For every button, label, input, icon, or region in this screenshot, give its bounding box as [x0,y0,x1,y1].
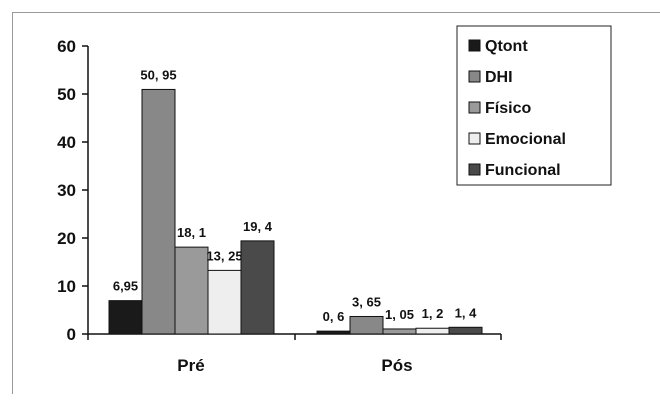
legend-swatch-emocional [468,132,481,145]
data-label: 6,95 [113,279,138,294]
bar-qtont-0 [108,300,143,335]
legend-swatch-funcional [468,163,481,176]
legend-swatch-dhi [468,70,481,83]
legend-label-dhi: DHI [485,69,513,86]
legend-label-físico: Físico [485,100,531,117]
y-tick-label: 0 [67,325,76,344]
bar-físico-1 [382,328,417,335]
data-label: 3, 65 [352,294,381,309]
y-tick-label: 40 [57,133,76,152]
bar-funcional-1 [448,326,483,335]
data-label: 1, 4 [455,305,477,320]
data-label: 19, 4 [243,219,273,234]
data-label: 0, 6 [323,309,345,324]
y-tick-label: 20 [57,229,76,248]
y-tick-label: 10 [57,277,76,296]
legend-label-emocional: Emocional [485,131,566,148]
x-category-label: Pré [177,356,204,375]
bar-funcional-0 [240,240,275,335]
legend-swatch-físico [468,101,481,114]
chart-frame: 0 10 20 30 40 50 60 6,95 50, 95 18, 1 13, 25 19, 4 P… [12,12,660,394]
data-label: 13, 25 [206,248,242,263]
legend-box [456,25,612,186]
bar-dhi-1 [349,315,384,335]
y-tick-label: 30 [57,181,76,200]
data-label: 50, 95 [140,67,176,82]
bar-emocional-0 [207,269,242,335]
legend: Qtont DHI Físico Emocional Funcional [456,25,612,186]
bar-dhi-0 [141,88,176,335]
data-label: 1, 2 [422,306,444,321]
bar-qtont-1 [316,330,351,335]
legend-label-funcional: Funcional [485,162,561,179]
legend-label-qtont: Qtont [485,38,528,55]
bar-físico-0 [174,246,209,335]
y-tick-label: 60 [57,37,76,56]
bar-emocional-1 [415,327,450,335]
legend-swatch-qtont [468,39,481,52]
data-label: 1, 05 [385,307,414,322]
y-tick-label: 50 [57,85,76,104]
x-category-label: Pós [381,356,412,375]
data-label: 18, 1 [177,225,206,240]
